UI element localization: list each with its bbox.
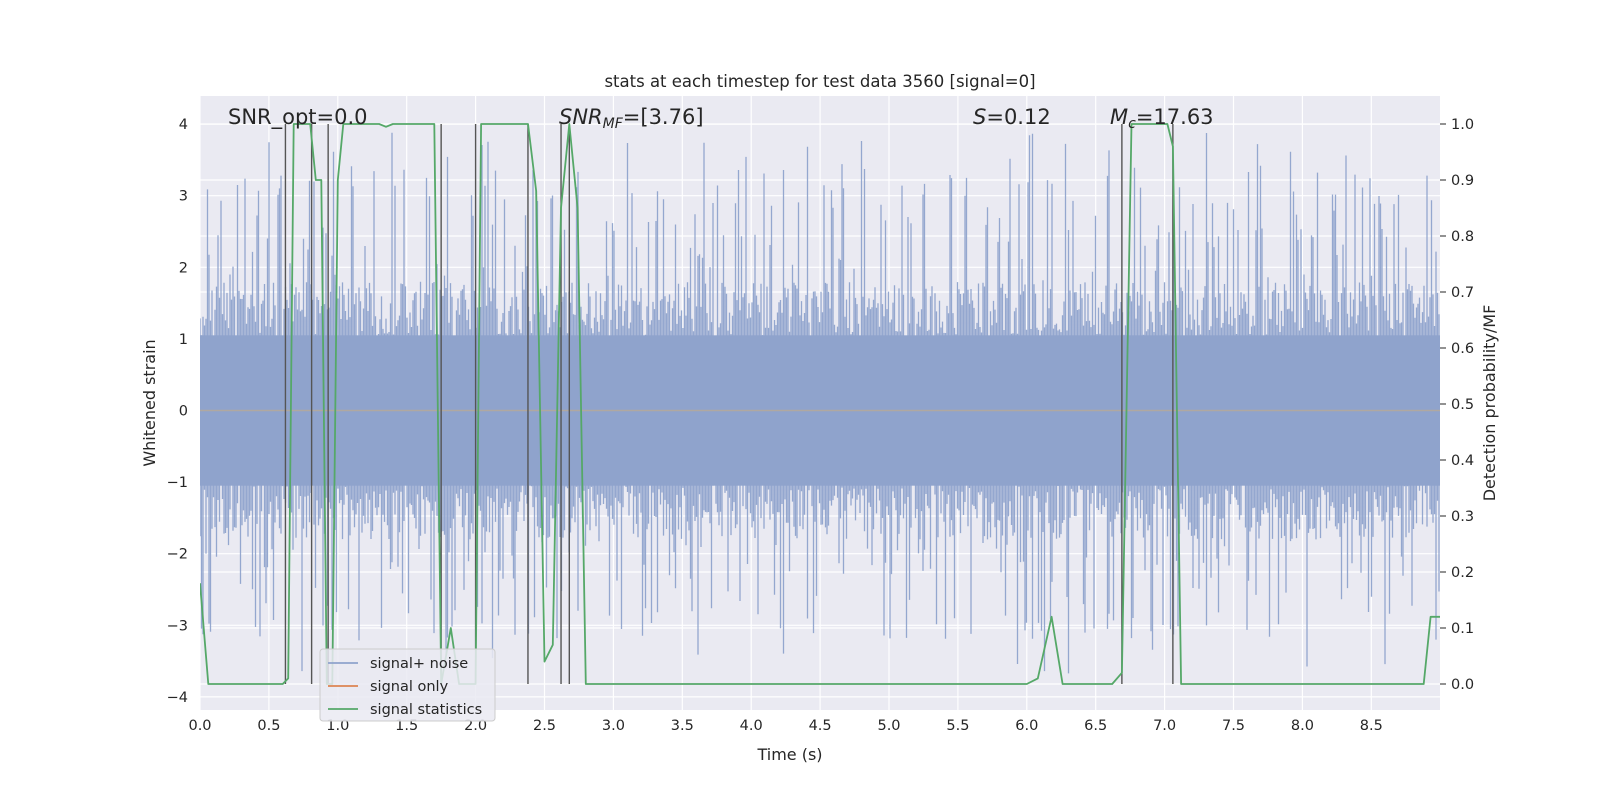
annotation-snr-mf: SNRMF=[3.76]: [559, 105, 704, 132]
x-tick-label: 5.5: [946, 718, 969, 734]
y-right-tick-label: 1.0: [1451, 117, 1474, 133]
legend-label: signal+ noise: [370, 656, 468, 672]
x-tick-label: 8.5: [1360, 718, 1383, 734]
x-tick-label: 3.0: [602, 718, 625, 734]
y-left-tick-label: 2: [179, 260, 188, 276]
y-axis-right-ticks: 0.0 0.1 0.2 0.3 0.4 0.5 0.6 0.7 0.8 0.9 1.0: [1440, 117, 1474, 693]
y-right-tick-label: 0.0: [1451, 677, 1474, 693]
x-tick-label: 7.5: [1222, 718, 1245, 734]
x-tick-label: 4.5: [809, 718, 832, 734]
s-value: =0.12: [986, 105, 1050, 129]
legend-label: signal only: [370, 679, 449, 695]
x-axis-label: Time (s): [756, 745, 822, 764]
y-axis-left-label: Whitened strain: [140, 339, 159, 466]
vertical-markers: [284, 124, 1174, 684]
x-tick-label: 6.5: [1084, 718, 1107, 734]
mc-value: =17.63: [1136, 105, 1214, 129]
y-left-tick-label: 0: [179, 404, 188, 420]
x-tick-label: 3.5: [671, 718, 694, 734]
y-left-tick-label: −3: [167, 618, 188, 634]
snr-mf-subscript: MF: [603, 116, 624, 132]
y-right-tick-label: 0.2: [1451, 565, 1474, 581]
mc-symbol: M: [1110, 105, 1128, 129]
x-axis-ticks: 0.0 0.5 1.0 1.5 2.0 2.5 3.0 3.5 4.0 4.5 5.0 5.5 6.0 6…: [188, 718, 1382, 734]
annotation-snr-opt: SNR_opt=0.0: [228, 105, 368, 130]
y-right-tick-label: 0.4: [1451, 453, 1474, 469]
annotation-s: S=0.12: [973, 105, 1051, 129]
y-right-tick-label: 0.7: [1451, 285, 1474, 301]
x-tick-label: 0.0: [188, 718, 211, 734]
chart-title: stats at each timestep for test data 356…: [604, 72, 1035, 91]
annotation-mc: Mc=17.63: [1110, 105, 1214, 132]
y-left-tick-label: −2: [167, 547, 188, 563]
mc-subscript: c: [1128, 116, 1136, 132]
x-tick-label: 2.5: [533, 718, 556, 734]
y-axis-left-ticks: −4 −3 −2 −1 0 1 2 3 4: [167, 117, 188, 706]
x-tick-label: 4.0: [740, 718, 763, 734]
y-left-tick-label: 1: [179, 332, 188, 348]
y-right-tick-label: 0.8: [1451, 229, 1474, 245]
y-left-tick-label: 4: [179, 117, 188, 133]
legend-box: [319, 648, 496, 722]
y-right-tick-label: 0.6: [1451, 341, 1474, 357]
y-right-tick-label: 0.1: [1451, 621, 1474, 637]
x-tick-label: 1.0: [326, 718, 349, 734]
x-tick-label: 1.5: [395, 718, 418, 734]
signal-statistics-line: [200, 123, 1440, 685]
legend: signal+ noise signal only signal statistic…: [319, 648, 496, 722]
y-right-tick-label: 0.5: [1451, 397, 1474, 413]
y-left-tick-label: 3: [179, 189, 188, 205]
y-right-tick-label: 0.3: [1451, 509, 1474, 525]
legend-label: signal statistics: [370, 702, 482, 718]
x-tick-label: 5.0: [877, 718, 900, 734]
x-tick-label: 0.5: [257, 718, 280, 734]
y-axis-right-label: Detection probability/MF: [1480, 305, 1499, 502]
x-tick-label: 7.0: [1153, 718, 1176, 734]
x-tick-label: 8.0: [1291, 718, 1314, 734]
snr-mf-main: SNR: [559, 105, 603, 129]
y-right-tick-label: 0.9: [1451, 173, 1474, 189]
s-symbol: S: [973, 105, 986, 129]
x-tick-label: 6.0: [1015, 718, 1038, 734]
snr-mf-value: =[3.76]: [623, 105, 704, 129]
y-left-tick-label: −1: [167, 475, 188, 491]
x-tick-label: 2.0: [464, 718, 487, 734]
series-signal-statistics: [200, 123, 1440, 685]
y-left-tick-label: −4: [167, 690, 188, 706]
